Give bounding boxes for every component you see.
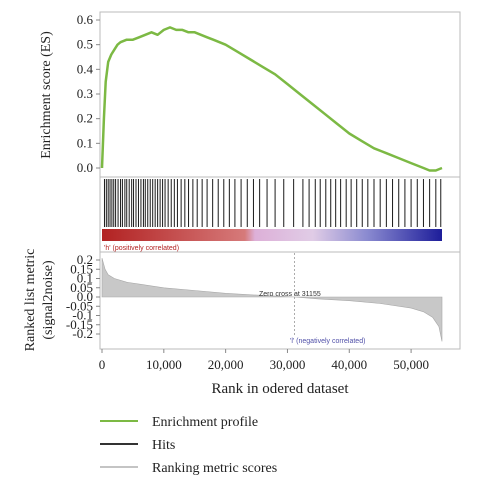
legend: Enrichment profile Hits Ranking metric s… <box>100 415 277 476</box>
enrichment-y-tick-label: 0.4 <box>77 61 94 76</box>
x-tick-label: 30,000 <box>270 357 306 372</box>
x-tick-label: 20,000 <box>208 357 244 372</box>
ranked-y-tick-label: -0.05 <box>66 298 93 313</box>
enrichment-y-tick-label: 0.3 <box>77 86 93 101</box>
ranked-y-label-line2: (signal2noise) <box>41 260 56 340</box>
enrichment-profile-path <box>100 26 443 172</box>
legend-label-hits: Hits <box>152 438 175 453</box>
enrichment-y-tick-label: 0.0 <box>77 160 93 175</box>
ranked-y-tick-label: 0.05 <box>70 280 93 295</box>
x-axis-label: Rank in odered dataset <box>211 381 349 397</box>
ranked-y-tick-label: 0.0 <box>77 289 93 304</box>
legend-label-enrichment: Enrichment profile <box>152 415 258 430</box>
x-tick-label: 50,000 <box>393 357 429 372</box>
x-tick-label: 40,000 <box>331 357 367 372</box>
zero-cross-label: Zero cross at 31155 <box>259 291 321 298</box>
ranking-metric-fill <box>101 258 443 342</box>
ranked-y-label-line1: Ranked list metric <box>23 249 38 352</box>
enrichment-y-label: Enrichment score (ES) <box>39 31 54 159</box>
enrichment-y-ticks: 0.0 0.1 0.2 0.3 0.4 0.5 0.6 <box>77 12 100 175</box>
hit-marks <box>103 179 442 227</box>
x-tick-label: 10,000 <box>146 357 182 372</box>
correlation-heat-strip <box>102 229 442 241</box>
ranked-y-tick-label: -0.1 <box>72 308 93 323</box>
ranked-y-tick-label: 0.2 <box>77 252 93 267</box>
x-axis-ticks: 0 10,000 20,000 30,000 40,000 50,000 <box>99 349 429 372</box>
ranking-metric-area <box>101 258 443 342</box>
x-tick-label: 0 <box>99 357 106 372</box>
enrichment-panel <box>99 11 461 178</box>
enrichment-y-tick-label: 0.1 <box>77 135 93 150</box>
ranked-y-tick-label: 0.15 <box>70 261 93 276</box>
ranked-y-tick-label: -0.2 <box>72 326 93 341</box>
ranked-y-tick-label: 0.1 <box>77 271 93 286</box>
ranked-y-ticks: 0.20.150.10.050.0-0.05-0.1-0.15-0.2 <box>66 252 100 341</box>
ranked-y-tick-label: -0.15 <box>66 317 93 332</box>
enrichment-profile-line <box>100 26 443 172</box>
enrichment-y-tick-label: 0.5 <box>77 37 93 52</box>
ranked-panel <box>99 251 461 350</box>
enrichment-y-tick-label: 0.2 <box>77 111 93 126</box>
negative-correlated-label: 'l' (negatively correlated) <box>290 338 365 345</box>
legend-label-ranking: Ranking metric scores <box>152 461 277 476</box>
enrichment-y-tick-label: 0.6 <box>77 12 94 27</box>
positive-correlated-label: 'h' (positively correlated) <box>104 245 179 252</box>
